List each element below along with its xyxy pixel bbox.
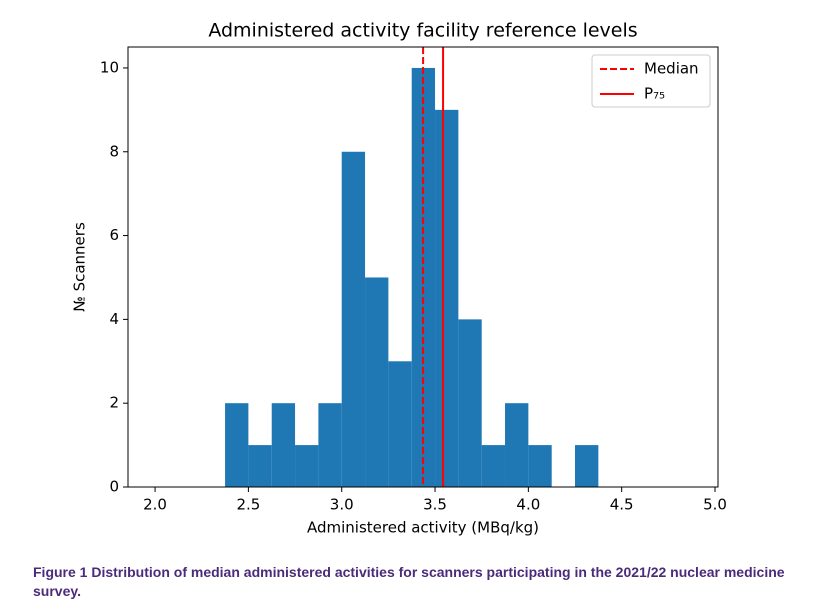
x-tick-label: 3.0 [330,496,354,514]
legend-label: Median [644,60,699,78]
bar [528,445,552,487]
y-tick-label: 8 [109,142,119,160]
x-tick-label: 5.0 [703,496,727,514]
bar [435,109,459,487]
bar [458,319,482,487]
chart: Administered activity facility reference… [71,20,727,537]
x-axis-label: Administered activity (MBq/kg) [307,519,539,537]
bar [505,403,529,487]
x-tick-label: 3.5 [423,496,447,514]
plot-frame [127,46,719,488]
y-tick-label: 6 [109,226,119,244]
legend-label: P₇₅ [644,85,665,103]
y-tick-label: 0 [109,478,119,496]
bar [341,151,366,487]
bar [481,445,506,487]
bar [388,361,412,487]
y-tick-label: 2 [109,394,119,412]
y-axis-label: № Scanners [71,222,89,312]
y-tick-label: 10 [100,58,119,76]
bar [225,403,249,487]
bar [575,445,599,487]
x-tick-label: 4.5 [610,496,634,514]
bar [318,403,342,487]
bar [248,445,272,487]
x-tick-label: 2.5 [236,496,260,514]
y-tick-label: 4 [109,310,119,328]
x-tick-label: 4.0 [516,496,540,514]
bar [271,403,296,487]
x-tick-label: 2.0 [143,496,167,514]
chart-title: Administered activity facility reference… [208,20,637,42]
bar [295,445,319,487]
figure-caption: Figure 1 Distribution of median administ… [33,564,785,599]
bar [365,277,389,487]
